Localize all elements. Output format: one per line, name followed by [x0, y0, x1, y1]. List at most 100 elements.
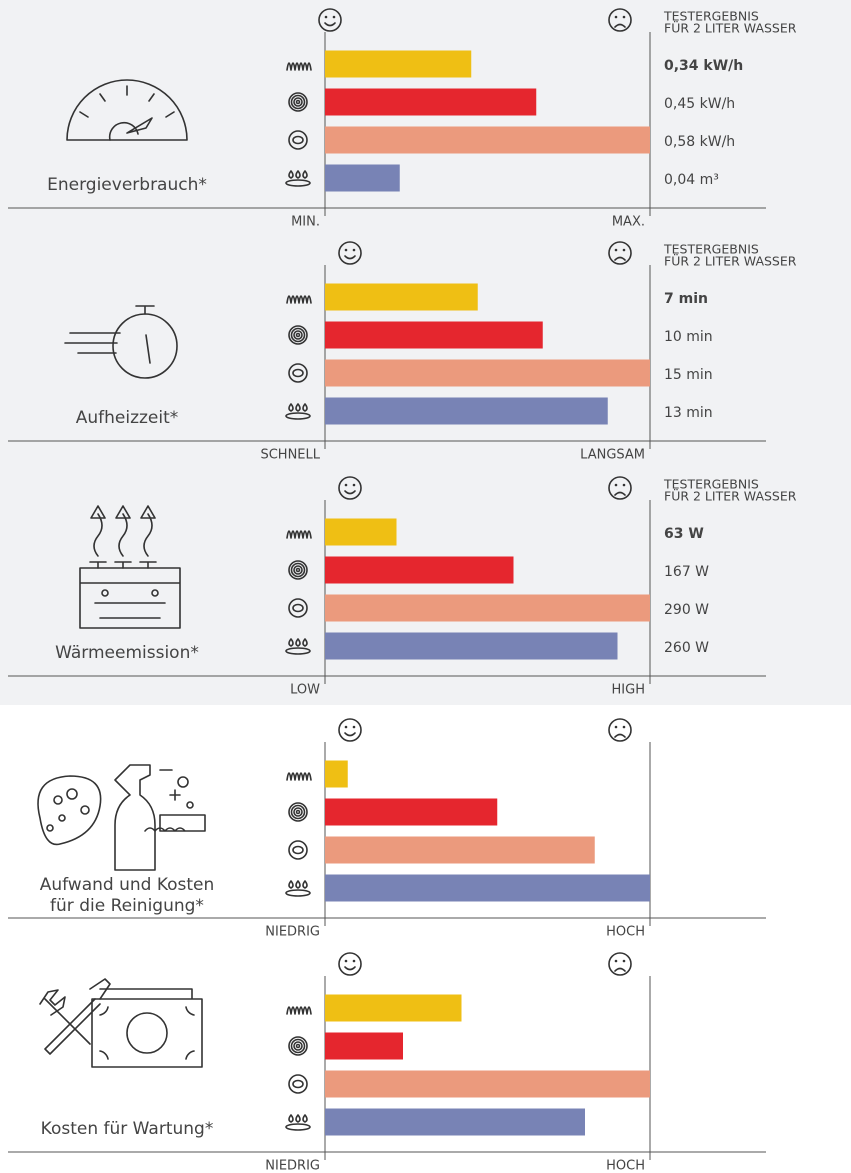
result-title: FÜR 2 LITER WASSER	[664, 488, 797, 504]
flame-icon	[289, 1115, 293, 1122]
smiley-eye	[353, 960, 356, 963]
hob-icon	[294, 808, 302, 816]
bar	[325, 1071, 650, 1098]
x-tick-label: MIN.	[291, 215, 320, 230]
result-value: 167 W	[664, 564, 709, 580]
bar	[325, 322, 543, 349]
smiley-eye	[615, 484, 618, 487]
result-title: FÜR 2 LITER WASSER	[664, 20, 797, 36]
illustration	[67, 789, 77, 799]
illustration	[81, 806, 89, 814]
result-value: 7 min	[664, 291, 708, 307]
smiley-eye	[353, 249, 356, 252]
smiley-eye	[345, 484, 348, 487]
bar	[325, 165, 400, 192]
illustration	[38, 776, 101, 844]
smiley-eye	[615, 726, 618, 729]
coil-icon	[287, 773, 311, 780]
smiley-eye	[615, 249, 618, 252]
bar	[325, 519, 397, 546]
chart-title: Kosten für Wartung*	[41, 1119, 214, 1139]
gas-icon	[286, 1124, 310, 1130]
chart-title: Energieverbrauch*	[47, 175, 207, 195]
smiley-eye	[345, 960, 348, 963]
smiley	[339, 953, 361, 975]
bar	[325, 837, 595, 864]
bar	[325, 995, 462, 1022]
flame-icon	[303, 881, 307, 888]
bar	[325, 398, 608, 425]
hob-icon	[297, 1045, 300, 1048]
ring-icon	[293, 847, 303, 854]
flame-icon	[303, 1115, 307, 1122]
result-title: FÜR 2 LITER WASSER	[664, 253, 797, 269]
x-tick-label: NIEDRIG	[265, 925, 320, 940]
bar	[325, 595, 650, 622]
chart-title: Aufheizzeit*	[76, 408, 179, 428]
illustration	[59, 815, 65, 821]
result-value: 13 min	[664, 405, 713, 421]
bar	[325, 633, 618, 660]
bar	[325, 284, 478, 311]
bar	[325, 557, 514, 584]
smiley	[609, 953, 631, 975]
chart-title: für die Reinigung*	[50, 896, 204, 916]
result-value: 63 W	[664, 526, 704, 542]
smiley-eye	[345, 249, 348, 252]
illustration	[115, 765, 180, 870]
hob-icon	[294, 1042, 302, 1050]
result-value: 10 min	[664, 329, 713, 345]
smiley-eye	[623, 484, 626, 487]
result-value: 0,58 kW/h	[664, 134, 735, 150]
result-value: 0,04 m³	[664, 172, 719, 188]
coil-icon	[287, 1007, 311, 1014]
smiley-eye	[325, 16, 328, 19]
illustration	[100, 1007, 194, 1059]
flame-icon	[296, 1115, 300, 1122]
smiley-mouth	[615, 735, 625, 738]
smiley-eye	[623, 16, 626, 19]
smiley-eye	[623, 726, 626, 729]
x-tick-label: MAX.	[612, 215, 645, 230]
flame-icon	[289, 881, 293, 888]
result-value: 0,34 kW/h	[664, 58, 743, 74]
illustration	[92, 989, 202, 1067]
ring-icon	[289, 841, 307, 859]
smiley	[339, 719, 361, 741]
smiley-mouth	[345, 733, 355, 736]
result-value: 0,45 kW/h	[664, 96, 735, 112]
result-value: 290 W	[664, 602, 709, 618]
bar	[325, 799, 497, 826]
illustration	[40, 979, 110, 1054]
result-value: 260 W	[664, 640, 709, 656]
result-value: 15 min	[664, 367, 713, 383]
bar	[325, 875, 650, 902]
smiley-eye	[345, 726, 348, 729]
hob-icon	[297, 811, 300, 814]
chart-title: Aufwand und Kosten	[40, 875, 215, 895]
smiley	[609, 719, 631, 741]
illustration	[178, 777, 188, 787]
smiley-eye	[353, 726, 356, 729]
smiley-mouth	[345, 967, 355, 970]
smiley-mouth	[615, 969, 625, 972]
illustration	[127, 1013, 167, 1053]
x-tick-label: NIEDRIG	[265, 1159, 320, 1173]
smiley-eye	[333, 16, 336, 19]
bar	[325, 89, 536, 116]
bar	[325, 360, 650, 387]
x-tick-label: LOW	[290, 683, 320, 698]
illustration	[187, 802, 193, 808]
ring-icon	[293, 1081, 303, 1088]
bar	[325, 127, 650, 154]
x-tick-label: HIGH	[612, 683, 645, 698]
smiley-eye	[615, 960, 618, 963]
smiley-eye	[623, 960, 626, 963]
flame-icon	[296, 881, 300, 888]
chart-title: Wärmeemission*	[55, 643, 199, 663]
smiley-eye	[353, 484, 356, 487]
smiley-eye	[623, 249, 626, 252]
x-tick-label: LANGSAM	[580, 448, 645, 463]
